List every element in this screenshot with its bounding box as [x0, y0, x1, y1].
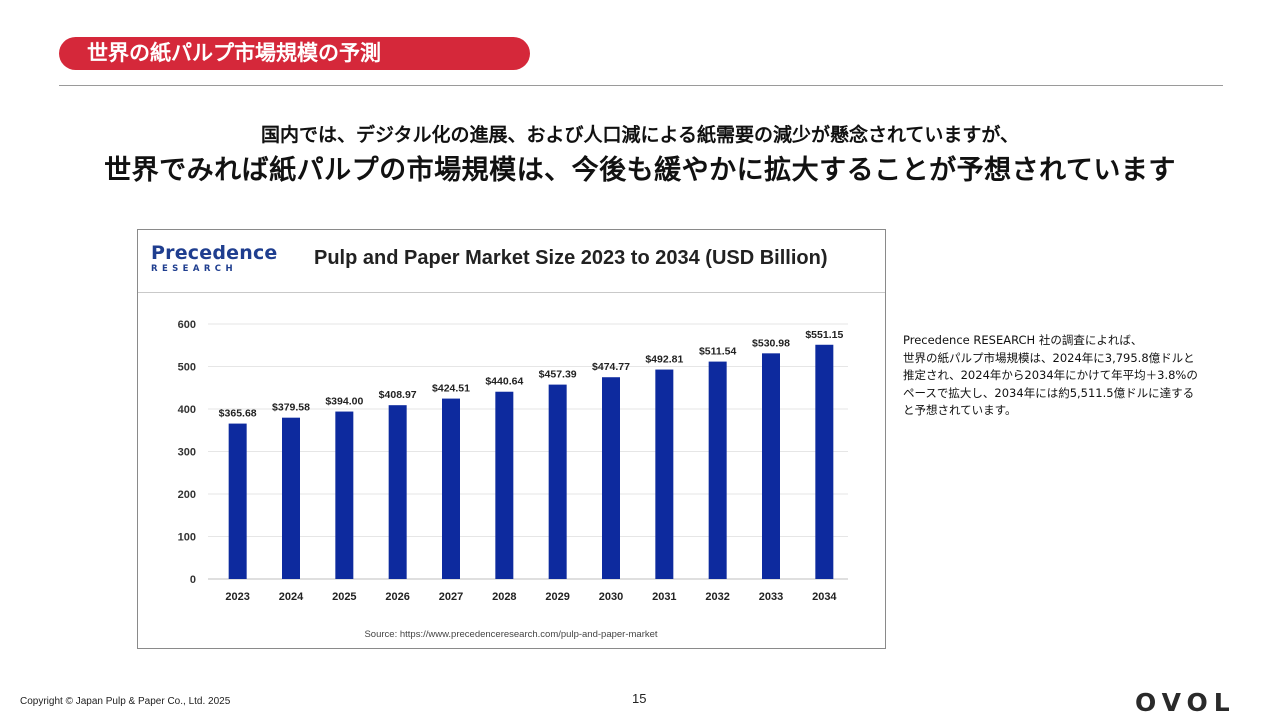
x-tick-label: 2030 [599, 591, 623, 603]
y-tick-label: 500 [178, 362, 196, 374]
bar [388, 405, 407, 579]
chart-header: Precedence RESEARCH Pulp and Paper Marke… [138, 230, 885, 293]
x-tick-label: 2027 [439, 591, 463, 603]
headline-line-1: 国内では、デジタル化の進展、および人口減による紙需要の減少が懸念されていますが、 [260, 124, 1020, 146]
bar [282, 417, 300, 579]
y-tick-label: 0 [190, 574, 196, 586]
page-number: 15 [632, 691, 647, 706]
x-tick-label: 2033 [759, 591, 783, 603]
bar-chart: 0 100 200 300 400 500 600 $365.68 2023 $379.58 202… [178, 319, 848, 640]
y-tick-label: 100 [178, 532, 196, 544]
copyright: Copyright © Japan Pulp & Paper Co., Ltd.… [20, 696, 231, 707]
bar [602, 377, 620, 579]
data-label: $424.51 [432, 383, 470, 395]
y-tick-label: 300 [178, 447, 196, 459]
note-line: 推定され、2024年から2034年にかけて年平均＋3.8%の [903, 368, 1198, 382]
x-tick-label: 2032 [705, 591, 729, 603]
ovol-brand-logo: OVOL [1135, 688, 1236, 717]
note-line: ペースで拡大し、2034年には約5,511.5億ドルに達する [903, 385, 1195, 400]
x-tick-label: 2034 [812, 591, 837, 603]
note-line: Precedence RESEARCH 社の調査によれば、 [903, 333, 1143, 347]
bar [495, 391, 514, 579]
logo-sub-text: RESEARCH [151, 264, 237, 274]
x-tick-label: 2029 [545, 591, 569, 603]
chart-title: Pulp and Paper Market Size 2023 to 2034 … [314, 247, 828, 269]
bar [762, 353, 780, 579]
note-line: 世界の紙パルプ市場規模は、2024年に3,795.8億ドルと [903, 350, 1195, 365]
y-tick-label: 600 [178, 319, 196, 331]
chart-panel: Precedence RESEARCH Pulp and Paper Marke… [137, 229, 886, 649]
slide-title: 世界の紙パルプ市場規模の予測 [59, 37, 530, 70]
data-label: $379.58 [272, 402, 310, 414]
bar [442, 398, 460, 579]
bar [655, 369, 674, 579]
data-label: $474.77 [592, 361, 630, 373]
data-label: $365.68 [219, 408, 257, 420]
data-label: $408.97 [379, 389, 417, 401]
x-tick-label: 2028 [492, 591, 516, 603]
bar [708, 361, 727, 579]
bar [228, 423, 247, 579]
x-tick-label: 2024 [279, 591, 304, 603]
precedence-research-logo: Precedence RESEARCH [151, 242, 278, 282]
headline-line-2: 世界でみれば紙パルプの市場規模は、今後も緩やかに拡大することが予想されています [104, 155, 1176, 186]
title-divider [59, 85, 1223, 86]
market-note: Precedence RESEARCH 社の調査によれば、 世界の紙パルプ市場規… [903, 332, 1243, 420]
bar [815, 344, 834, 579]
note-line: と予想されています。 [903, 403, 1017, 417]
x-tick-label: 2031 [652, 591, 676, 603]
y-tick-label: 200 [178, 489, 196, 501]
x-tick-label: 2026 [385, 591, 409, 603]
x-tick-label: 2023 [225, 591, 249, 603]
data-label: $492.81 [645, 354, 683, 366]
data-label: $394.00 [325, 396, 363, 408]
x-tick-label: 2025 [332, 591, 356, 603]
data-label: $440.64 [485, 376, 523, 388]
logo-main-text: Precedence [151, 242, 278, 264]
data-label: $551.15 [805, 329, 843, 341]
bar [548, 384, 567, 579]
bar [335, 411, 354, 579]
chart-source: Source: https://www.precedenceresearch.c… [364, 629, 657, 640]
data-label: $511.54 [699, 346, 737, 358]
y-tick-label: 400 [178, 404, 196, 416]
data-label: $457.39 [539, 369, 577, 381]
data-label: $530.98 [752, 337, 790, 349]
